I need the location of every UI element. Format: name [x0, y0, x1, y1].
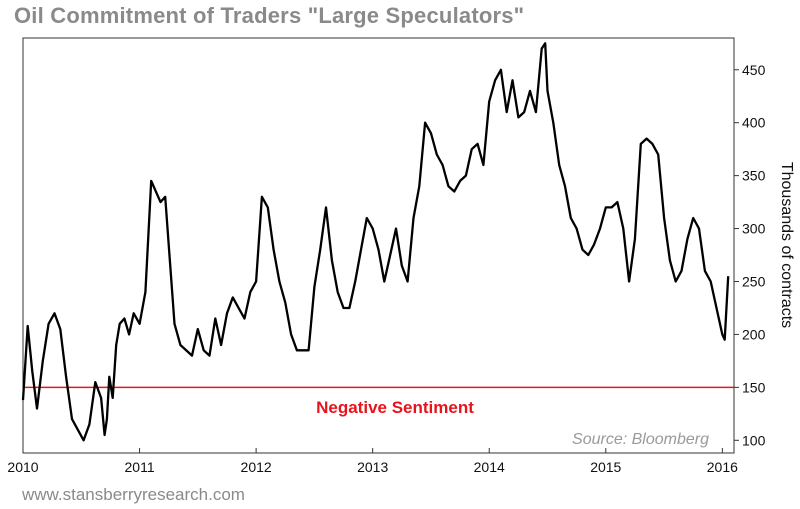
x-tick-label: 2015: [590, 459, 621, 475]
source-annotation: Source: Bloomberg: [572, 431, 709, 448]
x-tick-label: 2011: [125, 459, 155, 475]
x-tick-label: 2010: [7, 459, 38, 475]
x-tick-label: 2014: [474, 459, 505, 475]
plot-frame: [22, 37, 735, 454]
reference-line-label: Negative Sentiment: [316, 398, 474, 417]
y-tick-label: 200: [742, 326, 766, 342]
y-tick-label: 400: [742, 115, 766, 131]
y-tick-label: 350: [742, 168, 766, 184]
x-tick-label: 2013: [357, 459, 388, 475]
chart-title: Oil Commitment of Traders "Large Specula…: [14, 3, 525, 28]
y-axis-label: Thousands of contracts: [778, 162, 795, 328]
x-tick-label: 2012: [241, 459, 272, 475]
site-url: www.stansberryresearch.com: [22, 485, 245, 504]
x-tick-label: 2016: [707, 459, 738, 475]
series-line-0: [21, 42, 730, 442]
y-tick-label: 100: [742, 432, 766, 448]
y-tick-label: 450: [742, 62, 766, 78]
y-tick-label: 250: [742, 273, 766, 289]
y-tick-label: 300: [742, 221, 766, 237]
y-tick-label: 150: [742, 379, 766, 395]
